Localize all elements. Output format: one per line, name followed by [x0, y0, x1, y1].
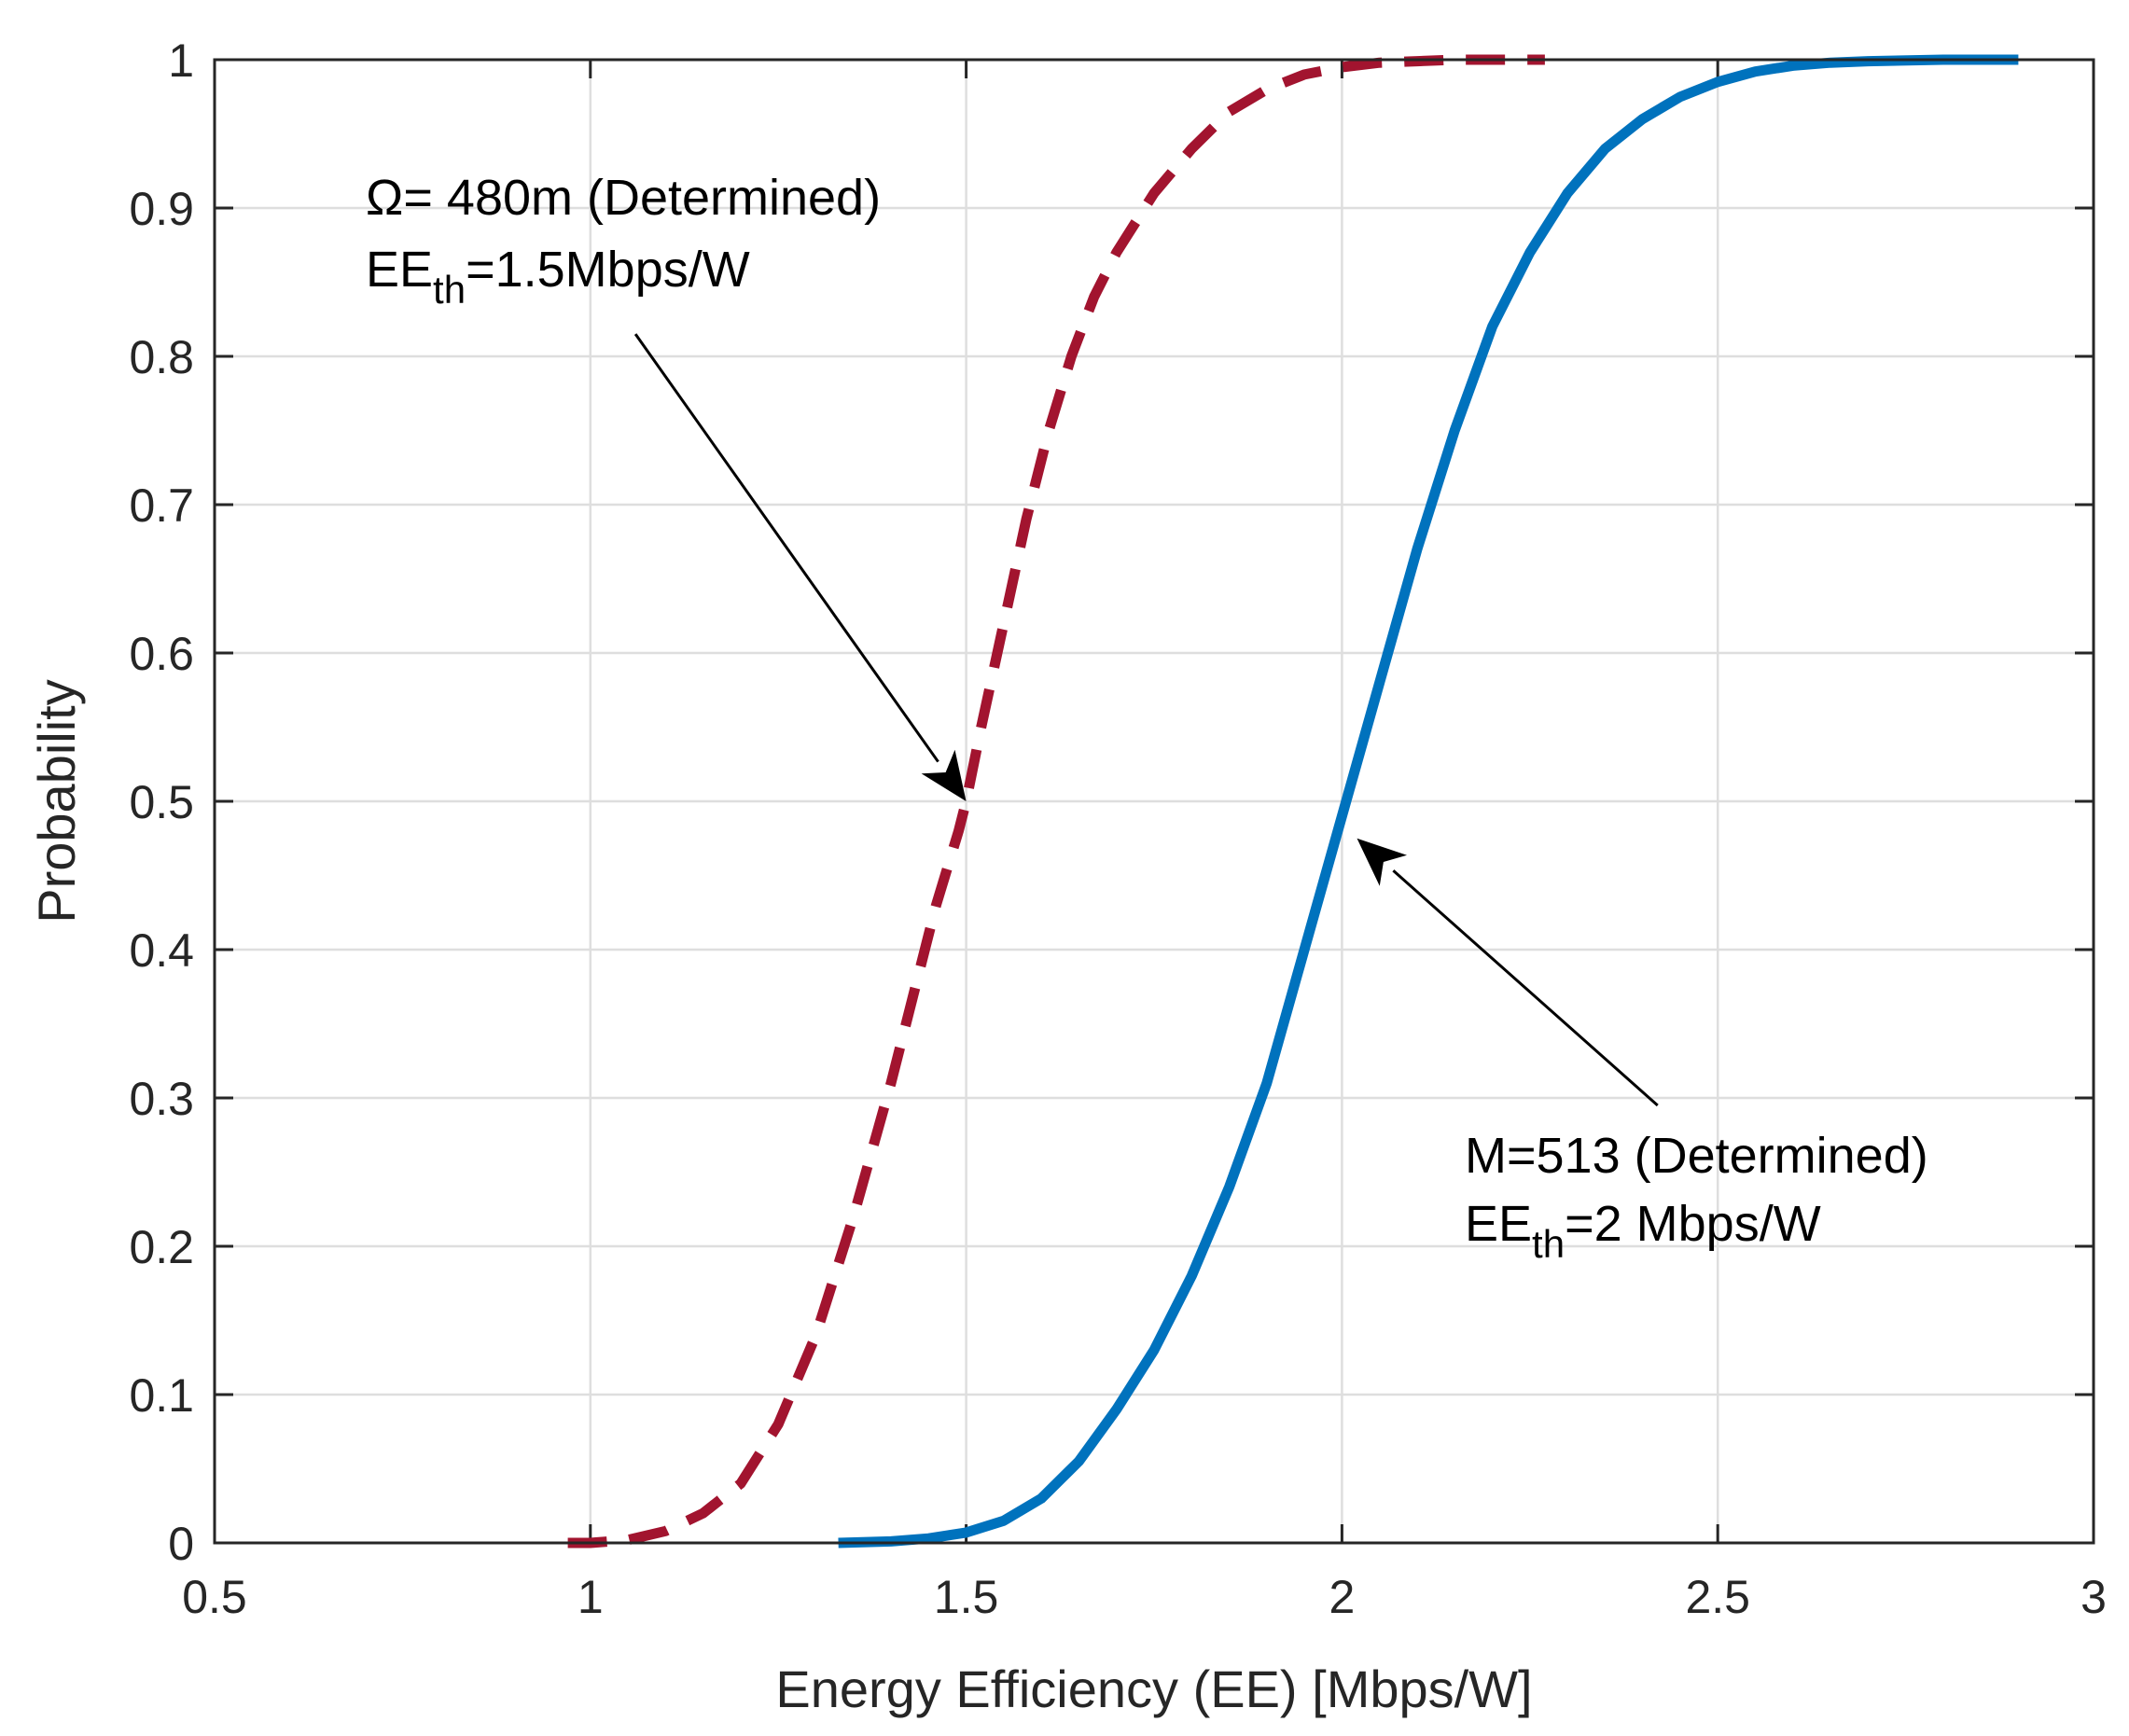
x-axis-title: Energy Efficiency (EE) [Mbps/W] — [775, 1660, 1532, 1718]
series-group — [567, 54, 2019, 1549]
y-tick-labels: 0 0.1 0.2 0.3 0.4 0.5 0.6 0.7 0.8 0.9 1 — [129, 35, 194, 1570]
annotation-m-value: =2 Mbps/W — [1565, 1196, 1821, 1252]
annotation-omega-value: =1.5Mbps/W — [466, 242, 750, 298]
y-tick-label-1: 0.1 — [129, 1369, 194, 1422]
y-tick-label-9: 0.9 — [129, 183, 194, 235]
x-tick-label-4: 2.5 — [1685, 1571, 1750, 1623]
y-tick-label-5: 0.5 — [129, 776, 194, 828]
y-tick-label-2: 0.2 — [129, 1221, 194, 1273]
x-tick-label-1: 1 — [577, 1571, 604, 1623]
annotation-omega-line1: Ω= 480m (Determined) — [366, 170, 881, 226]
annotation-arrows — [633, 333, 1659, 1107]
x-tick-label-2: 1.5 — [934, 1571, 999, 1623]
y-tick-label-4: 0.4 — [129, 924, 194, 977]
series-line-0 — [567, 54, 1545, 1549]
annotation-arrow-line-0 — [633, 333, 939, 763]
y-tick-label-0: 0 — [168, 1518, 194, 1570]
annotation-m-sub: th — [1532, 1222, 1565, 1266]
annotation-omega-threshold: EEth=1.5Mbps/W — [366, 242, 750, 312]
series-line-1 — [838, 54, 2019, 1549]
annotation-m-threshold: EEth=2 Mbps/W — [1465, 1196, 1821, 1266]
annotation-m-ee: EE — [1465, 1196, 1532, 1252]
annotation-arrow-head-1 — [1357, 838, 1407, 886]
x-tick-label-3: 2 — [1329, 1571, 1355, 1623]
annotation-arrow-head-0 — [921, 749, 967, 801]
annotation-m: M=513 (Determined) — [1465, 1128, 1928, 1184]
y-tick-label-10: 1 — [168, 35, 194, 87]
annotation-omega-ee: EE — [366, 242, 433, 298]
annotation-m-line1: M=513 (Determined) — [1465, 1128, 1928, 1184]
x-tick-label-5: 3 — [2080, 1571, 2107, 1623]
x-tick-labels: 0.5 1 1.5 2 2.5 3 — [182, 1571, 2107, 1623]
y-tick-label-6: 0.6 — [129, 628, 194, 680]
y-tick-label-3: 0.3 — [129, 1073, 194, 1125]
y-axis-title: Probability — [27, 679, 86, 923]
y-tick-label-8: 0.8 — [129, 331, 194, 383]
x-tick-label-0: 0.5 — [182, 1571, 247, 1623]
plot-frame — [213, 58, 2095, 1545]
annotation-arrow-line-1 — [1392, 869, 1659, 1107]
annotation-omega: Ω= 480m (Determined) — [366, 170, 881, 226]
annotation-omega-sub: th — [433, 268, 466, 312]
y-tick-label-7: 0.7 — [129, 479, 194, 532]
